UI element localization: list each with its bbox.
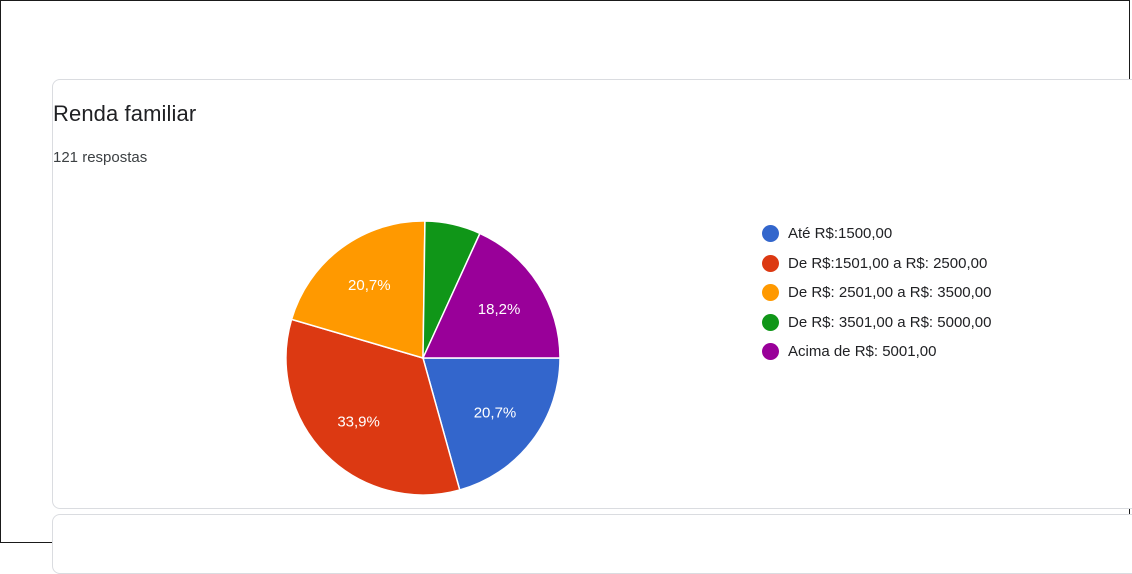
pie-slice-2[interactable]	[285, 318, 461, 496]
chart-legend: Até R$:1500,00 De R$:1501,00 a R$: 2500,0…	[762, 219, 991, 367]
question-title: Renda familiar	[53, 101, 197, 126]
legend-item-3[interactable]: De R$: 2501,00 a R$: 3500,00	[762, 278, 991, 308]
pie-chart: 20,7% 33,9% 20,7% 18,2%	[285, 220, 561, 496]
slice-label-3: 20,7%	[348, 277, 391, 294]
slice-label-1: 20,7%	[474, 405, 517, 422]
legend-swatch-icon	[762, 343, 779, 361]
pie-slice-5[interactable]	[421, 232, 561, 359]
legend-label: De R$: 3501,00 a R$: 5000,00	[788, 313, 992, 331]
response-count: 121 respostas	[53, 149, 148, 166]
legend-label: Acima de R$: 5001,00	[788, 343, 937, 361]
slice-label-2: 33,9%	[337, 413, 380, 430]
legend-label: De R$: 2501,00 a R$: 3500,00	[788, 284, 992, 302]
pie-slice-1[interactable]	[422, 357, 561, 491]
legend-item-5[interactable]: Acima de R$: 5001,00	[762, 337, 991, 367]
legend-item-4[interactable]: De R$: 3501,00 a R$: 5000,00	[762, 308, 991, 338]
question-card	[52, 79, 1132, 509]
legend-label: De R$:1501,00 a R$: 2500,00	[788, 254, 988, 272]
legend-swatch-icon	[762, 313, 779, 331]
legend-item-2[interactable]: De R$:1501,00 a R$: 2500,00	[762, 249, 991, 279]
legend-item-1[interactable]: Até R$:1500,00	[762, 219, 991, 249]
legend-label: Até R$:1500,00	[788, 225, 893, 243]
slice-label-5: 18,2%	[478, 301, 521, 318]
legend-swatch-icon	[762, 284, 779, 302]
pie-slice-3[interactable]	[290, 220, 426, 359]
legend-swatch-icon	[762, 254, 779, 272]
legend-swatch-icon	[762, 225, 779, 243]
